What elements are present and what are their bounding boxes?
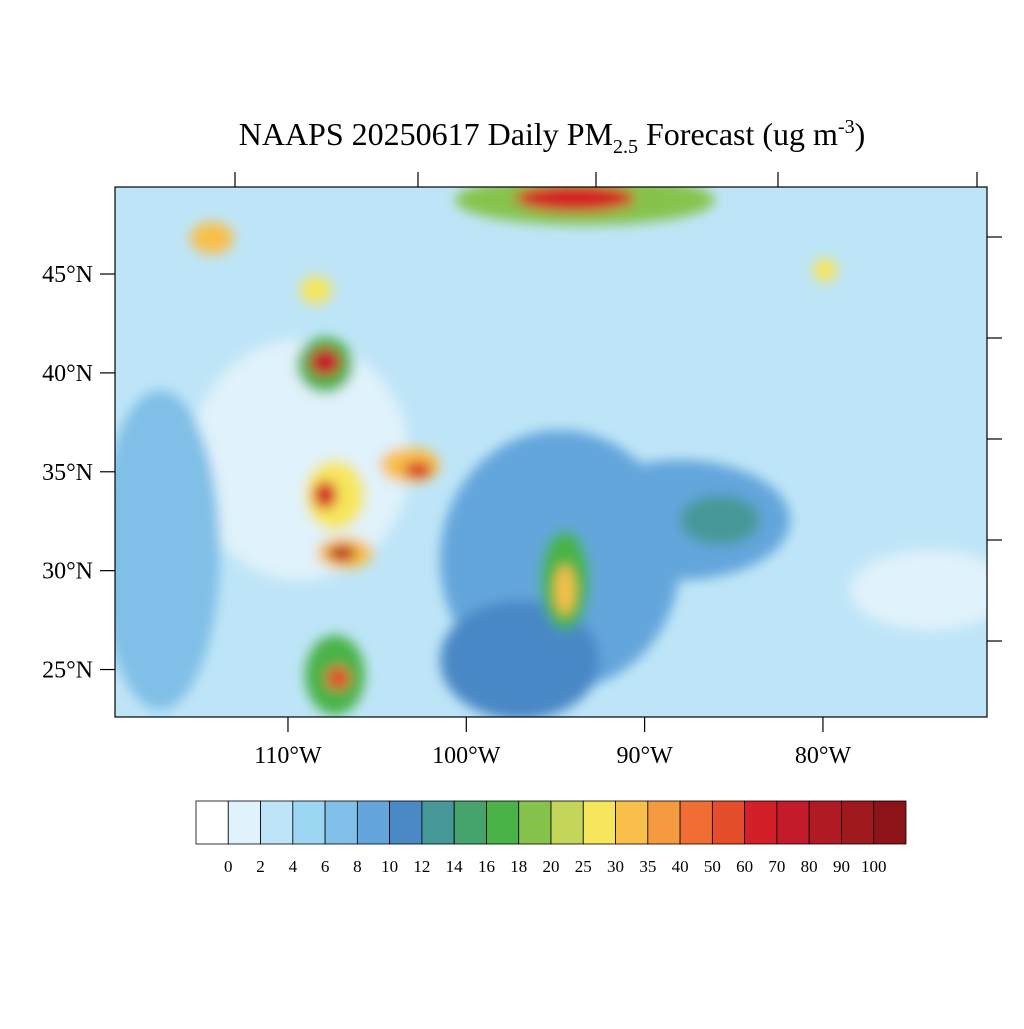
lat-tick-label: 30°N: [42, 559, 93, 585]
colorbar-label: 20: [543, 857, 560, 876]
map-field: [115, 187, 987, 717]
lat-tick-label: 40°N: [42, 361, 93, 387]
colorbar-label: 2: [256, 857, 265, 876]
colorbar-label: 25: [575, 857, 592, 876]
colorbar-label: 14: [446, 857, 464, 876]
colorbar-label: 40: [672, 857, 689, 876]
axes: 110°W 100°W 90°W 80°W 45°N 40°N 35°N 30°N 25°N: [42, 262, 851, 769]
colorbar-label: 10: [381, 857, 398, 876]
colorbar-box: [711, 800, 746, 845]
colorbar-box: [744, 800, 778, 845]
colorbar-box: [292, 800, 326, 845]
lat-tick-label: 25°N: [42, 658, 93, 684]
frame-ticks: [234, 172, 1002, 642]
lon-tick-label: 90°W: [616, 743, 673, 769]
colorbar-label: 100: [861, 857, 887, 876]
colorbar-box: [260, 800, 294, 845]
title-end: ): [855, 116, 866, 152]
colorbar-box: [679, 800, 713, 845]
colorbar-box: [582, 800, 616, 845]
title-main: NAAPS 20250617 Daily PM: [239, 116, 613, 152]
lon-tick-label: 110°W: [254, 743, 322, 769]
colorbar-label: 18: [510, 857, 527, 876]
title-rest: Forecast (ug m: [638, 116, 838, 152]
colorbar-label: 70: [768, 857, 785, 876]
lat-tick-label: 45°N: [42, 262, 93, 288]
colorbar-label: 6: [321, 857, 330, 876]
colorbar-label: 30: [607, 857, 624, 876]
colorbar-box: [518, 800, 552, 845]
colorbar-label: 50: [704, 857, 721, 876]
lat-tick-label: 35°N: [42, 460, 93, 486]
colorbar-box: [808, 800, 842, 845]
colorbar-box: [873, 800, 907, 845]
colorbar-box: [841, 800, 875, 845]
colorbar-label: 4: [289, 857, 298, 876]
colorbar-box: [550, 800, 584, 845]
colorbar-label: 60: [736, 857, 753, 876]
colorbar-box: [227, 800, 261, 845]
lon-tick-label: 80°W: [795, 743, 852, 769]
colorbar-label: 8: [353, 857, 362, 876]
colorbar-label: 0: [224, 857, 233, 876]
colorbar-box: [776, 800, 810, 845]
colorbar-box: [486, 800, 520, 845]
colorbar-box: [615, 800, 649, 845]
colorbar-label: 80: [801, 857, 818, 876]
colorbar-box: [324, 800, 358, 845]
lon-tick-label: 100°W: [432, 743, 501, 769]
colorbar-box: [647, 800, 681, 845]
colorbar-box: [195, 800, 229, 845]
colorbar-label: 16: [478, 857, 495, 876]
title: NAAPS 20250617 Daily PM2.5 Forecast (ug …: [239, 116, 866, 158]
map-frame: [114, 186, 988, 718]
colorbar-label: 12: [413, 857, 430, 876]
colorbar-box: [421, 800, 455, 845]
title-sub: 2.5: [613, 136, 638, 158]
colorbar-box: [356, 800, 391, 845]
colorbar-box: [389, 800, 423, 845]
colorbar-label: 90: [833, 857, 850, 876]
colorbar-label: 35: [639, 857, 656, 876]
colorbar: 0 2 4 6 8 10 12 14 16 18 20 25 30 35 40 50 60 70 80 90 100: [195, 800, 907, 876]
colorbar-box: [453, 800, 487, 845]
title-sup: -3: [838, 116, 855, 138]
